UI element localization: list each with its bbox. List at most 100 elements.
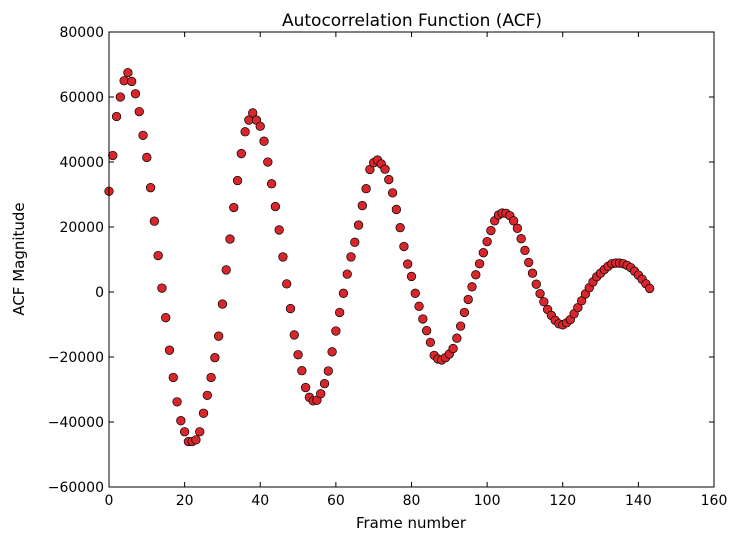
chart-title: Autocorrelation Function (ACF): [282, 11, 542, 31]
data-point: [474, 259, 485, 269]
data-point: [206, 372, 216, 383]
data-point: [289, 330, 299, 340]
data-point: [214, 331, 224, 341]
data-point: [179, 427, 190, 437]
data-point: [645, 283, 655, 294]
data-point: [535, 288, 545, 299]
x-tick-label: 120: [549, 493, 576, 509]
data-point: [516, 234, 526, 244]
data-point: [456, 321, 466, 331]
x-tick-label: 80: [403, 493, 421, 509]
data-point: [236, 148, 246, 159]
data-point: [210, 353, 220, 363]
data-point: [157, 283, 167, 293]
data-point: [217, 299, 228, 309]
data-point: [149, 216, 160, 226]
data-point: [467, 282, 477, 292]
x-tick-label: 60: [327, 493, 345, 509]
data-point: [452, 333, 462, 343]
data-point: [387, 188, 398, 198]
data-point: [418, 314, 428, 324]
data-point: [232, 175, 243, 186]
data-point: [520, 245, 530, 256]
data-point: [471, 270, 481, 280]
data-point: [391, 204, 402, 215]
data-point: [531, 279, 541, 289]
data-point: [346, 252, 356, 262]
data-point: [508, 216, 519, 226]
data-point: [127, 76, 137, 87]
data-point: [331, 326, 341, 336]
data-point: [327, 347, 337, 357]
data-point: [274, 225, 284, 235]
data-point: [293, 350, 303, 360]
data-point: [350, 237, 360, 247]
data-point: [459, 307, 470, 318]
x-tick-label: 40: [251, 493, 269, 509]
data-point: [421, 326, 432, 336]
data-point: [448, 343, 458, 354]
data-point: [130, 89, 141, 99]
data-point: [202, 390, 212, 401]
data-point: [123, 67, 133, 78]
data-point: [221, 265, 231, 275]
data-point: [539, 297, 549, 307]
data-point: [342, 269, 352, 279]
data-point: [266, 179, 277, 189]
x-tick-label: 100: [474, 493, 501, 509]
data-point: [323, 366, 333, 376]
y-tick-label: 0: [95, 285, 104, 301]
data-point: [248, 108, 258, 118]
data-point: [225, 234, 235, 244]
y-axis-label: ACF Magnitude: [10, 202, 28, 315]
data-point: [285, 303, 296, 314]
data-point: [168, 372, 178, 383]
data-point: [134, 106, 144, 117]
data-point: [191, 435, 201, 445]
x-axis-ticks: 0 20 40 60 80 100 120 140 160: [105, 32, 727, 509]
data-point: [111, 111, 122, 122]
data-point: [406, 271, 417, 282]
data-point: [229, 202, 239, 213]
data-point: [361, 183, 371, 194]
data-point: [399, 241, 409, 252]
data-point: [255, 121, 265, 131]
data-point: [172, 397, 182, 407]
data-point: [263, 157, 273, 167]
data-point: [335, 307, 345, 318]
data-point: [463, 294, 473, 305]
data-point: [297, 366, 307, 376]
data-point: [410, 288, 420, 298]
data-point: [108, 150, 118, 161]
data-point: [524, 257, 534, 268]
data-point: [395, 222, 405, 233]
data-point: [164, 345, 175, 355]
data-point: [153, 250, 163, 261]
y-tick-label: −20000: [48, 350, 104, 366]
data-point: [384, 174, 394, 185]
data-point: [300, 382, 311, 393]
data-point: [198, 408, 209, 418]
data-point: [195, 427, 205, 437]
data-point: [512, 223, 523, 233]
x-tick-label: 0: [105, 493, 114, 509]
data-point: [316, 389, 326, 399]
y-axis-ticks: 80000 60000 40000 20000 0 −20000 −40000 −60000: [48, 25, 714, 496]
y-tick-label: 20000: [59, 220, 104, 236]
x-tick-label: 20: [176, 493, 194, 509]
y-tick-label: 40000: [59, 155, 104, 171]
data-point: [338, 288, 349, 298]
data-point: [278, 252, 288, 262]
data-point: [138, 130, 148, 141]
data-point: [357, 200, 367, 211]
data-point: [161, 313, 171, 323]
data-point: [270, 201, 281, 212]
data-point: [115, 92, 125, 102]
data-point: [319, 379, 330, 389]
data-point: [478, 248, 488, 258]
x-tick-label: 140: [625, 493, 652, 509]
data-point: [414, 301, 424, 311]
y-tick-label: −60000: [48, 480, 104, 496]
data-point: [176, 416, 186, 426]
